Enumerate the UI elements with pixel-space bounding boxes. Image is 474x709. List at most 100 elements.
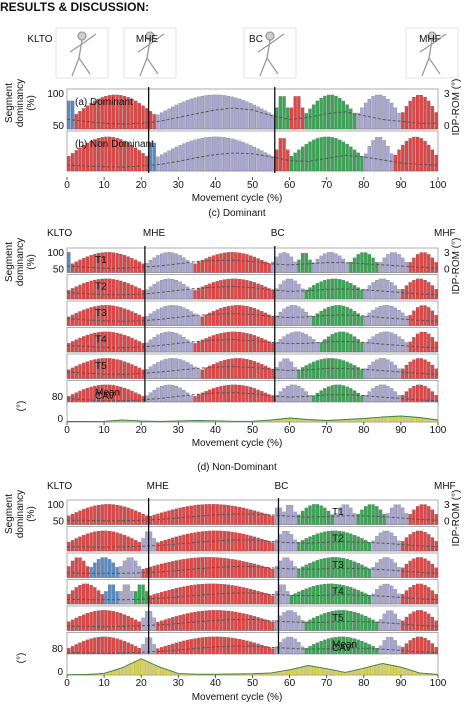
dominancy-bar xyxy=(130,98,134,130)
dominancy-bar xyxy=(178,507,182,525)
figure-frame xyxy=(55,27,109,79)
dominancy-bar xyxy=(204,338,208,353)
dominancy-bar xyxy=(326,307,331,326)
cav-bar xyxy=(375,664,379,676)
dominancy-bar xyxy=(126,142,130,172)
figure-head xyxy=(265,31,275,41)
dominancy-bar xyxy=(267,288,271,300)
dominancy-bar xyxy=(237,533,242,552)
dominancy-bar xyxy=(282,557,286,578)
panel-d-xtick: 60 xyxy=(284,678,296,689)
dominancy-bar xyxy=(119,613,123,631)
dominancy-bar xyxy=(319,342,323,353)
dominancy-bar xyxy=(159,280,164,300)
dominancy-bar xyxy=(130,258,134,273)
dominancy-bar xyxy=(356,367,360,379)
dominancy-bar xyxy=(378,509,383,525)
dominancy-bar xyxy=(178,359,182,379)
dominancy-bar xyxy=(330,334,334,353)
dominancy-bar xyxy=(338,584,342,605)
dominancy-bar xyxy=(193,505,197,525)
dominancy-bar xyxy=(326,557,331,578)
dominancy-bar xyxy=(193,290,197,300)
dominancy-bar xyxy=(434,341,438,353)
dominancy-bar xyxy=(185,142,190,172)
cav-bar xyxy=(389,665,394,676)
dominancy-bar xyxy=(152,617,156,631)
dominancy-bar xyxy=(197,316,201,326)
dominancy-bar xyxy=(263,339,268,353)
dominancy-bar xyxy=(126,557,130,578)
dominancy-bar xyxy=(356,563,360,578)
dominancy-bar xyxy=(185,260,190,273)
dominancy-bar xyxy=(286,557,290,578)
dominancy-bar xyxy=(364,315,368,326)
dominancy-bar xyxy=(82,362,86,379)
dominancy-bar xyxy=(108,559,112,578)
dominancy-bar xyxy=(419,252,423,273)
dominancy-bar xyxy=(185,309,190,326)
dominancy-bar xyxy=(345,307,349,326)
dominancy-bar xyxy=(408,138,412,172)
dominancy-bar xyxy=(241,279,245,300)
dominancy-bar xyxy=(286,531,290,552)
dominancy-bar xyxy=(100,137,104,172)
dominancy-bar xyxy=(163,591,167,605)
dominancy-bar xyxy=(93,587,97,605)
dominancy-bar xyxy=(182,586,186,605)
dominancy-bar xyxy=(271,114,275,130)
dominancy-bar xyxy=(271,343,275,353)
dominancy-bar xyxy=(397,540,401,552)
panel-c-xtick: 100 xyxy=(430,425,447,436)
dominancy-bar xyxy=(230,505,234,525)
dominancy-bar xyxy=(241,587,245,605)
dominancy-bar xyxy=(308,563,312,578)
panel-d-row-2 xyxy=(66,552,439,578)
panel-c-xtick: 70 xyxy=(321,425,333,436)
dominancy-bar xyxy=(82,560,86,578)
dominancy-bar xyxy=(360,564,364,578)
panel-c-cav xyxy=(66,401,439,423)
dominancy-bar xyxy=(304,289,308,300)
dominancy-bar xyxy=(100,358,104,379)
dominancy-bar xyxy=(223,279,227,300)
cav-bar xyxy=(389,416,394,423)
dominancy-bar xyxy=(401,368,405,379)
dominancy-bar xyxy=(89,611,93,631)
dominancy-bar xyxy=(122,361,127,379)
dominancy-bar xyxy=(308,619,312,631)
dominancy-bar xyxy=(312,361,316,379)
dominancy-bar xyxy=(108,252,112,273)
dominancy-bar xyxy=(371,593,375,605)
cav-bar xyxy=(319,667,323,676)
panel-c-row-4 xyxy=(66,353,439,379)
dominancy-bar xyxy=(100,530,104,552)
dominancy-bar xyxy=(189,98,193,130)
dominancy-bar xyxy=(215,362,219,379)
dominancy-bar xyxy=(159,620,164,631)
dominancy-bar xyxy=(382,305,386,326)
dominancy-bar xyxy=(219,308,223,326)
dominancy-bar xyxy=(371,567,375,578)
dominancy-bar xyxy=(323,583,327,605)
dominancy-bar xyxy=(430,563,435,578)
dominancy-bar xyxy=(415,278,420,300)
dominancy-bar xyxy=(375,562,379,578)
dominancy-bar xyxy=(349,146,353,172)
dominancy-bar xyxy=(115,253,119,273)
dominancy-bar xyxy=(282,531,286,552)
dominancy-bar xyxy=(382,583,386,605)
dominancy-bar xyxy=(141,153,145,172)
dominancy-bar xyxy=(330,557,334,578)
dominancy-bar xyxy=(189,612,193,631)
dominancy-bar xyxy=(378,278,383,300)
panel-c-row-0 xyxy=(66,247,439,273)
dominancy-bar xyxy=(200,260,205,273)
dominancy-bar xyxy=(167,150,171,172)
row-frame xyxy=(66,526,439,552)
dominancy-bar xyxy=(241,142,245,172)
dominancy-bar xyxy=(419,305,423,326)
row-frame xyxy=(66,632,439,658)
dominancy-bar xyxy=(156,309,160,326)
dominancy-bar xyxy=(274,107,279,130)
